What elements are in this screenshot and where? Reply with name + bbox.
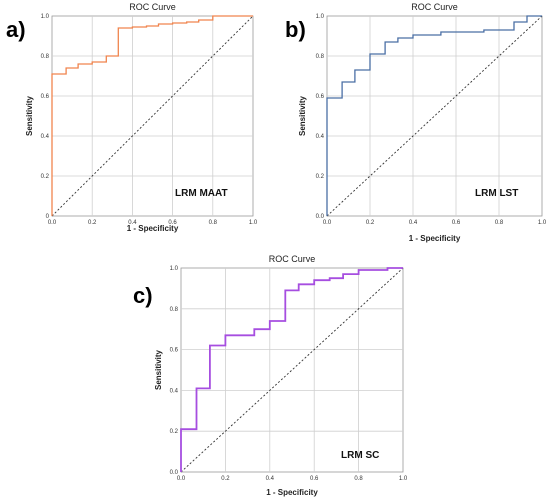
y-tick-label: 1.0	[316, 14, 325, 20]
x-tick-label: 0.0	[177, 476, 186, 482]
y-tick-label: 0.4	[170, 388, 179, 394]
panel-label: c)	[133, 283, 153, 308]
y-tick-label: 1.0	[41, 14, 50, 20]
y-tick-label: 0.6	[170, 348, 179, 354]
y-tick-label: 0.6	[316, 94, 325, 100]
x-tick-label: 0.0	[323, 220, 332, 226]
plot-area	[180, 267, 404, 473]
y-tick-label: 0.0	[316, 214, 325, 220]
chart-title: ROC Curve	[129, 2, 176, 12]
model-annotation: LRM LST	[475, 188, 518, 199]
roc-curve-line	[51, 15, 253, 216]
roc-curve-line	[326, 15, 542, 216]
y-tick-label: 1.0	[170, 266, 179, 272]
model-annotation: LRM SC	[341, 450, 379, 461]
y-axis-label: Sensitivity	[154, 349, 163, 390]
y-tick-label: 0.4	[41, 134, 50, 140]
reference-line	[51, 15, 254, 217]
reference-line	[326, 15, 543, 217]
roc-panel-1: a) ROC Curve 0.00 0.2 0.2 0.4 0.4 0.6 0.6 0.8 0.8 1…	[6, 2, 258, 233]
y-tick-label: 0.2	[41, 174, 50, 180]
y-tick-label: 0.0	[170, 470, 179, 476]
model-annotation: LRM MAAT	[175, 188, 228, 199]
roc-curve-line	[180, 267, 403, 472]
x-tick-label: 0.4	[409, 220, 418, 226]
x-tick-label: 0.6	[310, 476, 319, 482]
y-tick-label: 0.8	[316, 54, 325, 60]
x-tick-label: 0.4	[128, 220, 137, 226]
y-tick-label: 0.6	[41, 94, 50, 100]
roc-panel-2: b) ROC Curve 0.00.0 0.2 0.2 0.4 0.4 0.6 0.6 0.8 0.…	[285, 2, 547, 243]
y-tick-label: 0.8	[41, 54, 50, 60]
y-tick-label: 0	[46, 214, 50, 220]
x-tick-label: 0.2	[366, 220, 375, 226]
panel-label: a)	[6, 17, 26, 42]
y-axis-label: Sensitivity	[298, 95, 307, 136]
x-tick-label: 0.8	[209, 220, 218, 226]
x-tick-label: 0.6	[452, 220, 461, 226]
x-axis-label: 1 - Specificity	[409, 234, 461, 243]
x-axis-label: 1 - Specificity	[127, 224, 179, 233]
x-tick-label: 1.0	[249, 220, 258, 226]
x-tick-label: 0.8	[354, 476, 363, 482]
x-tick-label: 0.2	[221, 476, 230, 482]
panel-label: b)	[285, 17, 306, 42]
y-tick-label: 0.2	[170, 429, 179, 435]
roc-panel-3: c) ROC Curve 0.00.0 0.2 0.2 0.4 0.4 0.6 0.6 0.8 0.…	[133, 254, 408, 497]
x-tick-label: 0.2	[88, 220, 97, 226]
x-tick-label: 0.4	[266, 476, 275, 482]
y-axis-label: Sensitivity	[25, 95, 34, 136]
x-axis-label: 1 - Specificity	[266, 488, 318, 497]
chart-title: ROC Curve	[269, 254, 316, 264]
x-tick-label: 0.6	[168, 220, 177, 226]
x-tick-label: 1.0	[399, 476, 408, 482]
y-tick-label: 0.8	[170, 307, 179, 313]
y-tick-label: 0.2	[316, 174, 325, 180]
y-tick-label: 0.4	[316, 134, 325, 140]
x-tick-label: 0.0	[48, 220, 57, 226]
x-tick-label: 0.8	[495, 220, 504, 226]
x-tick-label: 1.0	[538, 220, 547, 226]
chart-title: ROC Curve	[411, 2, 458, 12]
